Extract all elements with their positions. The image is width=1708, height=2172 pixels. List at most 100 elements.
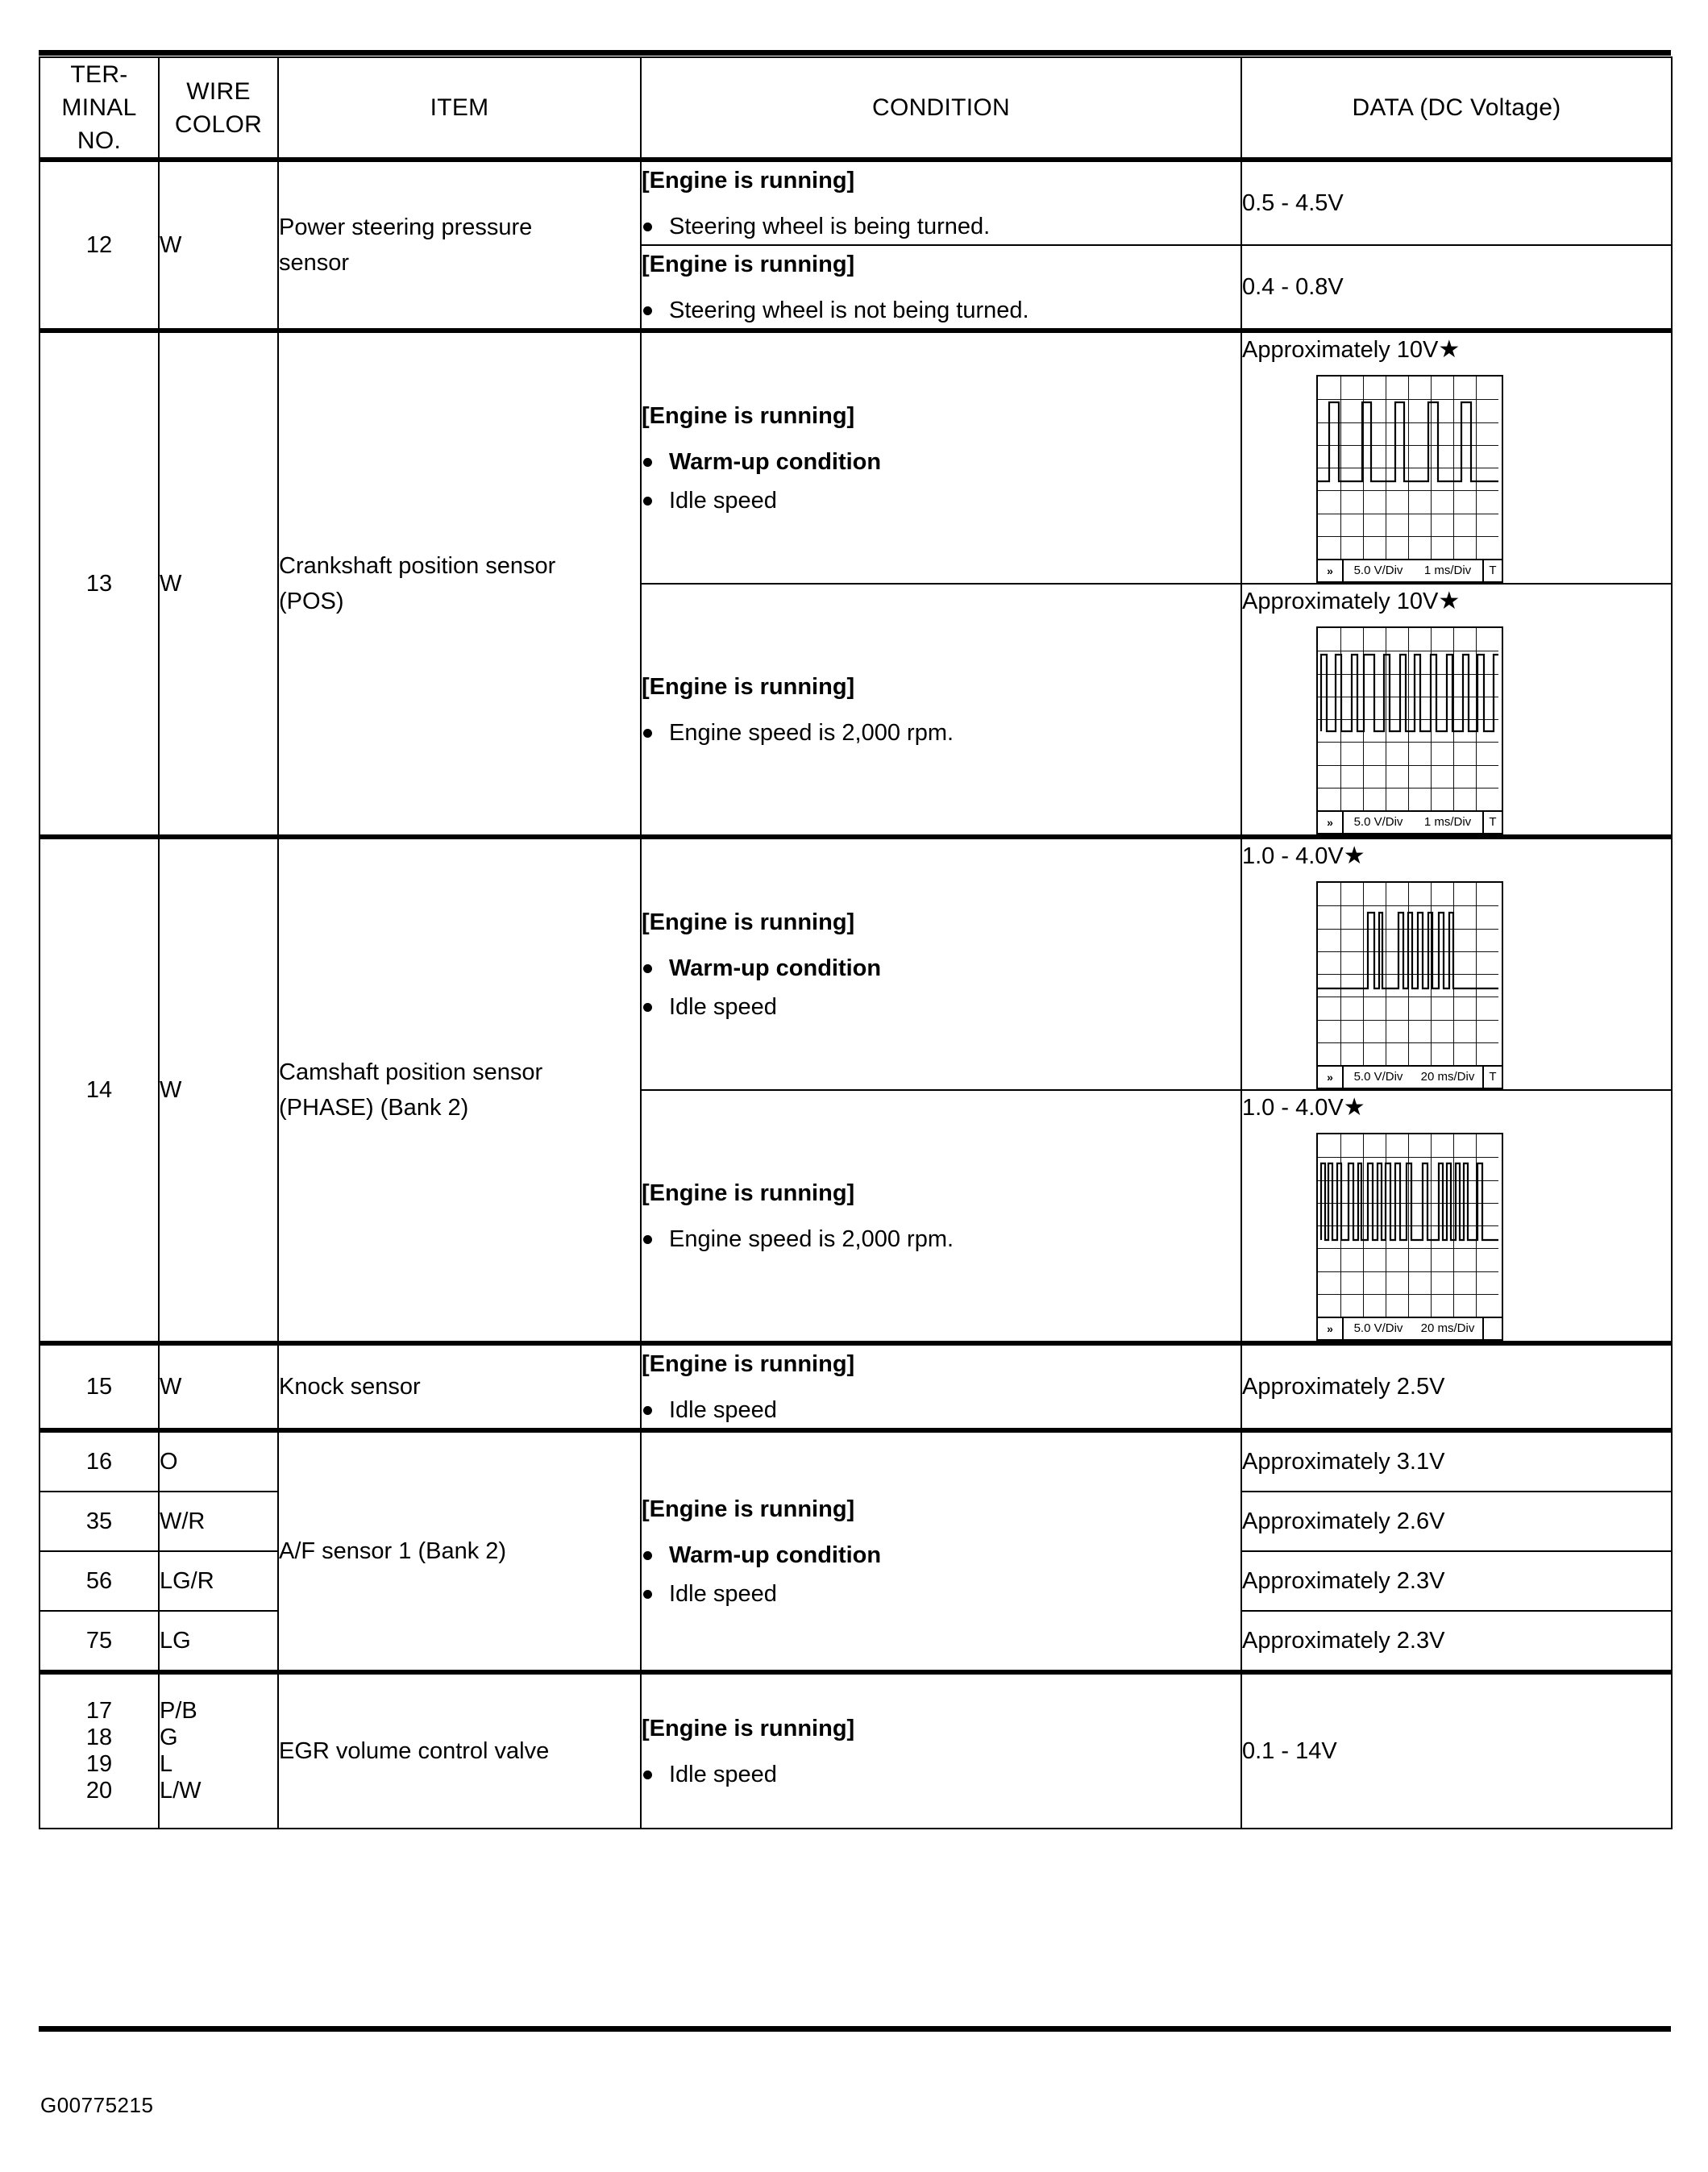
condition-bullet-text: Engine speed is 2,000 rpm. (669, 1226, 954, 1252)
data-cell: Approximately 2.5V (1240, 1341, 1673, 1431)
terminal-number: 16 (39, 1428, 160, 1492)
wire-color: W (158, 159, 279, 331)
waveform-trace (1319, 653, 1498, 733)
scope-arrow-icon: » (1318, 812, 1344, 833)
condition-bullet-text: Warm-up condition (669, 449, 882, 475)
wire-color: W (158, 328, 279, 838)
wire-color: W/R (158, 1491, 279, 1552)
bullet-icon (643, 964, 652, 973)
item-line: Crankshaft position sensor (279, 553, 556, 579)
condition-heading: [Engine is running] (642, 403, 855, 429)
table-row: 16 O A/F sensor 1 (Bank 2) [Engine is ru… (39, 1428, 1673, 1673)
data-value-line: 1.0 - 4.0V★ (1242, 1091, 1671, 1125)
condition-bullet: Idle speed (642, 1576, 1240, 1612)
data-cell: Approximately 10V★ (1240, 583, 1673, 838)
terminal-number: 18 (85, 1725, 113, 1750)
terminal-number: 15 (39, 1341, 160, 1431)
waveform-trace (1318, 401, 1498, 483)
header-terminal-no: TER- MINAL NO. (39, 56, 160, 162)
waveform-trace (1319, 1162, 1498, 1242)
condition-cell: [Engine is running] Steering wheel is be… (640, 159, 1242, 246)
condition-heading: [Engine is running] (642, 252, 855, 277)
table-row: [Engine is running] Steering wheel is no… (39, 244, 1673, 331)
condition-cell: [Engine is running] Steering wheel is no… (640, 244, 1242, 331)
condition-bullet: Idle speed (642, 989, 1240, 1025)
header-condition: CONDITION (640, 56, 1242, 162)
scope-footer: » 5.0 V/Div 1 ms/Div T (1318, 810, 1502, 833)
data-value-line: 1.0 - 4.0V★ (1242, 839, 1671, 873)
item-name: EGR volume control valve (277, 1670, 642, 1829)
data-cell: Approximately 2.3V (1240, 1610, 1673, 1673)
wire-color: O (158, 1428, 279, 1492)
item-line: Knock sensor (279, 1374, 421, 1400)
scope-footer: » 5.0 V/Div 20 ms/Div T (1318, 1065, 1502, 1088)
data-cell: Approximately 2.3V (1240, 1550, 1673, 1612)
item-line: (PHASE) (Bank 2) (279, 1095, 469, 1121)
terminal-number: 14 (39, 834, 160, 1344)
star-icon: ★ (1343, 1094, 1365, 1121)
bullet-icon (643, 1235, 652, 1244)
bullet-icon (643, 1406, 652, 1415)
table-row: [Engine is running] Engine speed is 2,00… (39, 583, 1673, 838)
data-value-line: Approximately 10V★ (1242, 333, 1671, 367)
table-header-row: TER- MINAL NO. WIRE COLOR ITEM CONDITION… (39, 56, 1673, 162)
scope-screen (1318, 377, 1498, 559)
terminal-number: 13 (39, 328, 160, 838)
data-value: Approximately 3.1V (1242, 1449, 1445, 1475)
bullet-icon (643, 1770, 652, 1779)
condition-bullet: Idle speed (642, 483, 1240, 518)
wire-color-group: P/B G L L/W (158, 1670, 279, 1829)
data-value: 1.0 - 4.0V (1242, 843, 1344, 869)
bullet-icon (643, 306, 652, 315)
scope-arrow-icon: » (1318, 1318, 1344, 1339)
table-row: 13 W Crankshaft position sensor (POS) [E… (39, 328, 1673, 838)
condition-heading: [Engine is running] (642, 674, 855, 700)
item-name: Crankshaft position sensor (POS) (277, 328, 642, 838)
condition-bullet-text: Steering wheel is being turned. (669, 214, 991, 239)
condition-bullet-text: Engine speed is 2,000 rpm. (669, 720, 954, 746)
table-row: [Engine is running] Engine speed is 2,00… (39, 1089, 1673, 1344)
item-line: A/F sensor 1 (Bank 2) (279, 1538, 507, 1564)
data-cell: Approximately 3.1V (1240, 1428, 1673, 1492)
terminal-number-group: 17 18 19 20 (39, 1670, 160, 1829)
data-cell: Approximately 10V★ (1240, 328, 1673, 585)
bullet-icon (643, 1590, 652, 1599)
bullet-icon (643, 1003, 652, 1012)
scope-volts-per-div: 5.0 V/Div (1353, 1070, 1403, 1084)
bullet-icon (643, 729, 652, 738)
header-terminal-no-l2: MINAL (61, 94, 137, 121)
data-value: 0.1 - 14V (1242, 1738, 1337, 1764)
terminal-number: 56 (39, 1550, 160, 1612)
item-name: A/F sensor 1 (Bank 2) (277, 1428, 642, 1673)
data-value: Approximately 2.5V (1242, 1374, 1445, 1400)
condition-cell: [Engine is running] Idle speed (640, 1670, 1242, 1829)
scope-footer: » 5.0 V/Div 1 ms/Div T (1318, 559, 1502, 581)
data-cell: 0.1 - 14V (1240, 1670, 1673, 1829)
wire-color: G (160, 1725, 178, 1750)
item-name: Camshaft position sensor (PHASE) (Bank 2… (277, 834, 642, 1344)
star-icon: ★ (1343, 843, 1365, 869)
bullet-icon (643, 1551, 652, 1560)
scope-time-per-div: 20 ms/Div (1420, 1070, 1475, 1084)
scope-arrow-icon: » (1318, 1067, 1344, 1088)
condition-bullet: Engine speed is 2,000 rpm. (642, 715, 1240, 751)
data-value: Approximately 2.3V (1242, 1628, 1445, 1654)
oscilloscope-waveform: » 5.0 V/Div 20 ms/Div T (1316, 881, 1503, 1089)
condition-cell: [Engine is running] Engine speed is 2,00… (640, 1089, 1242, 1344)
data-value: 0.4 - 0.8V (1242, 274, 1344, 300)
item-name: Knock sensor (277, 1341, 642, 1431)
wire-color: W (158, 1341, 279, 1431)
condition-bullet: Idle speed (642, 1392, 1240, 1428)
scope-footer: » 5.0 V/Div 20 ms/Div (1318, 1317, 1502, 1339)
scope-time-per-div: 1 ms/Div (1423, 815, 1472, 829)
header-wire-color-l1: WIRE (186, 77, 251, 105)
terminal-number: 20 (85, 1778, 113, 1804)
item-line: Camshaft position sensor (279, 1059, 543, 1085)
condition-bullet-text: Steering wheel is not being turned. (669, 298, 1029, 323)
header-data: DATA (DC Voltage) (1240, 56, 1673, 162)
condition-bullet: Steering wheel is being turned. (642, 209, 1240, 244)
condition-cell: [Engine is running] Engine speed is 2,00… (640, 583, 1242, 838)
condition-bullet-text: Idle speed (669, 488, 777, 514)
condition-bullet-text: Warm-up condition (669, 1542, 882, 1568)
data-cell: 1.0 - 4.0V★ (1240, 1089, 1673, 1344)
